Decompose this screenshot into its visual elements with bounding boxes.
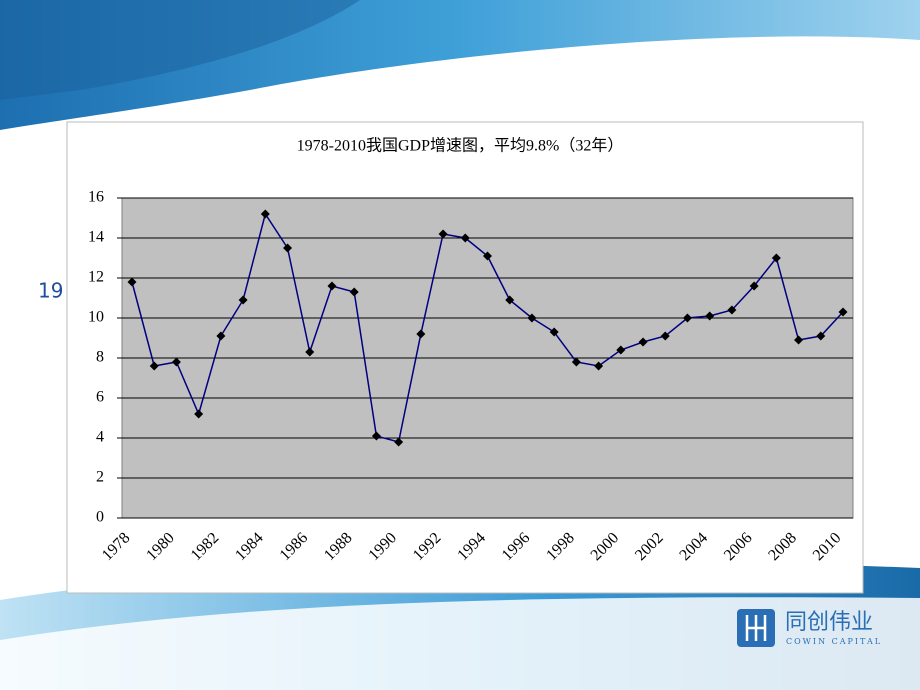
data-marker xyxy=(327,281,337,291)
data-marker xyxy=(549,327,559,337)
y-tick-label: 2 xyxy=(96,469,104,486)
data-marker xyxy=(816,331,826,341)
data-marker xyxy=(149,361,159,371)
chart-title: 1978-2010我国GDP增速图，平均9.8%（32年） xyxy=(297,137,624,155)
data-marker xyxy=(771,253,781,263)
data-marker xyxy=(727,305,737,315)
map-shade xyxy=(0,0,360,100)
logo-subtitle: COWIN CAPITAL xyxy=(786,637,882,646)
data-marker xyxy=(838,307,848,317)
data-marker xyxy=(394,437,404,447)
data-marker xyxy=(238,295,248,305)
data-marker xyxy=(483,251,492,261)
y-tick-label: 4 xyxy=(96,429,104,446)
data-marker xyxy=(349,287,359,297)
data-marker xyxy=(283,243,293,253)
data-marker xyxy=(594,361,604,371)
data-marker xyxy=(749,281,759,291)
data-marker xyxy=(616,345,626,355)
data-marker xyxy=(660,331,670,341)
y-tick-label: 0 xyxy=(96,509,104,526)
y-tick-label: 16 xyxy=(88,189,104,206)
data-marker xyxy=(705,311,715,321)
data-marker xyxy=(682,313,692,323)
background-text: 19 xyxy=(38,279,63,303)
data-marker xyxy=(416,329,426,339)
data-marker xyxy=(260,209,270,219)
y-tick-label: 10 xyxy=(88,309,104,326)
bottom-wave xyxy=(0,597,920,690)
data-marker xyxy=(171,357,181,367)
data-marker xyxy=(460,233,470,243)
data-marker xyxy=(216,331,226,341)
data-marker xyxy=(438,229,448,239)
logo: 同创伟业 COWIN CAPITAL xyxy=(737,609,882,647)
data-marker xyxy=(571,357,581,367)
data-marker xyxy=(194,409,204,419)
data-marker xyxy=(127,277,137,287)
y-tick-label: 12 xyxy=(88,269,104,286)
data-marker xyxy=(527,313,537,323)
data-marker xyxy=(505,295,515,305)
data-marker xyxy=(794,335,804,345)
y-tick-label: 14 xyxy=(88,229,104,246)
data-marker xyxy=(371,431,381,441)
data-marker xyxy=(638,337,648,347)
y-tick-label: 6 xyxy=(96,389,104,406)
data-marker xyxy=(305,347,315,357)
logo-name: 同创伟业 xyxy=(785,610,873,635)
y-tick-label: 8 xyxy=(96,349,104,366)
logo-icon-lines xyxy=(745,615,767,641)
